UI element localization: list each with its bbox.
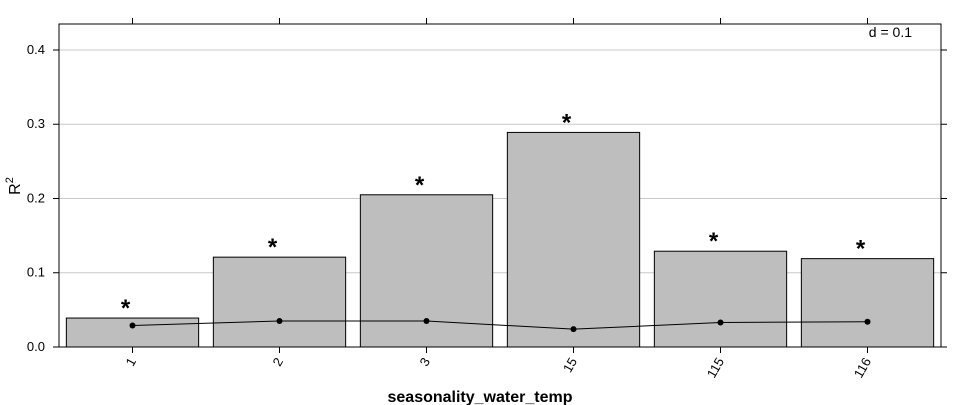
overlay-line: [129, 318, 871, 333]
x-tick-label-15: 15: [560, 355, 580, 375]
x-tick-label-2: 2: [269, 355, 286, 369]
bar-115: [653, 250, 788, 348]
significance-star-2: *: [268, 234, 278, 261]
significance-star-115: *: [709, 228, 719, 255]
bar-1: [65, 317, 200, 348]
bar-3: [359, 194, 494, 348]
annotation-label: d = 0.1: [869, 24, 912, 40]
overlay-point-116: [864, 318, 871, 325]
significance-star-116: *: [856, 236, 866, 263]
plot-frame: [58, 23, 942, 348]
y-axis-title: R2: [4, 177, 24, 195]
x-axis-title: seasonality_water_temp: [388, 389, 573, 405]
y-tick-label: 0.2: [27, 190, 45, 205]
significance-star-15: *: [562, 109, 572, 136]
x-tick-label-1: 1: [122, 355, 139, 369]
x-tick-label-115: 115: [704, 355, 727, 380]
y-tick-label: 0.3: [27, 116, 45, 131]
x-tick-label-116: 116: [851, 355, 874, 380]
y-tick-label: 0.1: [27, 265, 45, 280]
bar-2: [212, 256, 347, 348]
bar-15: [506, 131, 641, 348]
overlay-line-path: [132, 320, 868, 330]
significance-star-3: *: [415, 172, 425, 199]
gridlines: [59, 49, 941, 274]
overlay-point-2: [276, 318, 283, 325]
significance-markers: * * * * * *: [121, 109, 866, 322]
overlay-point-1: [129, 322, 136, 329]
overlay-point-115: [717, 319, 724, 326]
significance-star-1: *: [121, 295, 131, 322]
y-tick-label: 0.0: [27, 339, 45, 354]
bars: [65, 131, 935, 348]
y-axis-title-superscript: 2: [4, 177, 16, 183]
x-tick-label-3: 3: [416, 355, 433, 369]
y-tick-label: 0.4: [27, 42, 45, 57]
svg-text:R2: R2: [4, 177, 24, 195]
overlay-point-15: [570, 326, 577, 333]
bar-116: [800, 258, 935, 348]
overlay-point-3: [423, 318, 430, 325]
y-axis-title-main: R: [7, 183, 24, 195]
